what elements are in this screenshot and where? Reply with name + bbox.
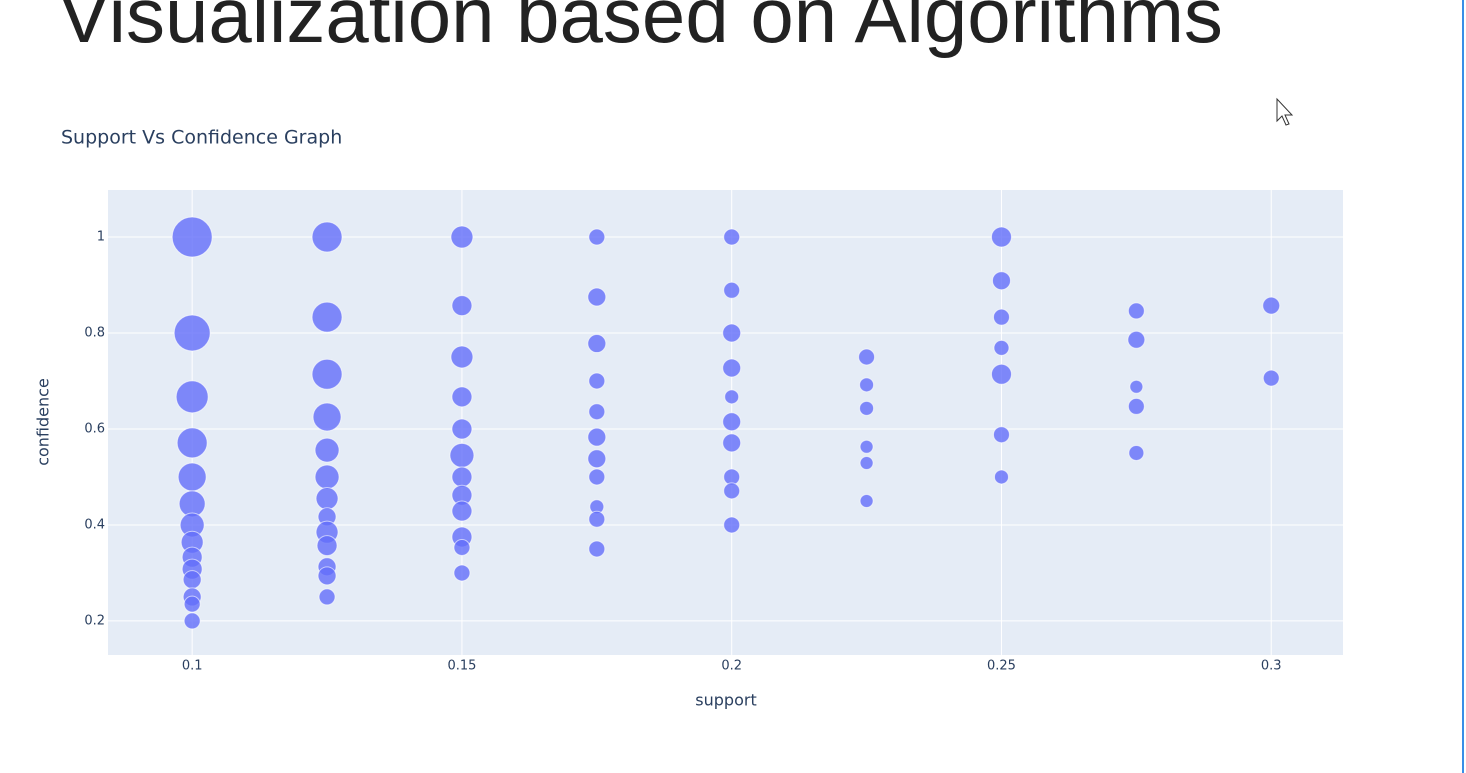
- x-tick-label: 0.25: [987, 659, 1016, 674]
- bubble: [1262, 369, 1280, 387]
- bubble: [177, 462, 207, 492]
- bubble: [453, 539, 471, 557]
- bubble: [859, 377, 875, 393]
- y-tick-label: 0.6: [84, 421, 105, 436]
- chart-title: Support Vs Confidence Graph: [61, 127, 342, 149]
- bubble: [588, 468, 606, 486]
- bubble: [451, 418, 473, 440]
- y-tick-label: 0.2: [84, 613, 105, 628]
- bubble: [453, 564, 471, 582]
- x-tick-label: 0.15: [447, 659, 476, 674]
- x-tick-label: 0.1: [182, 659, 203, 674]
- bubble: [722, 323, 742, 343]
- bubble: [724, 389, 740, 405]
- bubble: [588, 372, 606, 390]
- bubble: [859, 456, 874, 471]
- bubble: [993, 469, 1009, 485]
- bubble: [992, 426, 1010, 444]
- x-axis-label: support: [695, 691, 756, 710]
- x-tick-label: 0.2: [721, 659, 742, 674]
- bubble: [722, 433, 742, 453]
- bubble: [182, 570, 202, 590]
- scrollbar[interactable]: [1462, 0, 1464, 773]
- bubble: [1262, 296, 1281, 315]
- bubble: [723, 482, 741, 500]
- bubble: [311, 221, 343, 253]
- bubble: [587, 287, 607, 307]
- bubble: [312, 402, 342, 432]
- bubble: [318, 588, 336, 606]
- bubble: [314, 464, 340, 490]
- bubble: [1127, 330, 1146, 349]
- bubble: [1127, 397, 1145, 415]
- bubble: [451, 466, 473, 488]
- bubble: [588, 403, 606, 421]
- bubble: [723, 281, 741, 299]
- bubble: [451, 386, 473, 408]
- bubble: [722, 358, 742, 378]
- bubble: [175, 380, 209, 414]
- bubble: [859, 493, 874, 508]
- bubble: [311, 358, 343, 390]
- bubble: [449, 442, 475, 468]
- bubble: [587, 427, 607, 447]
- bubble: [588, 540, 606, 558]
- bubble: [991, 271, 1011, 291]
- y-tick-label: 0.8: [84, 326, 105, 341]
- page-heading: Visualization based on Algorithms: [58, 0, 1223, 59]
- x-tick-label: 0.3: [1261, 659, 1282, 674]
- bubble: [171, 216, 213, 258]
- bubble: [451, 500, 473, 522]
- bubble: [183, 612, 201, 630]
- bubble: [992, 308, 1010, 326]
- bubble: [316, 535, 338, 557]
- bubble: [858, 348, 876, 366]
- bubble: [317, 566, 337, 586]
- bubble: [587, 449, 607, 469]
- bubble: [722, 412, 742, 432]
- cursor: [1276, 97, 1294, 126]
- bubble: [1129, 379, 1144, 394]
- bubble: [183, 595, 201, 613]
- bubble: [859, 439, 874, 454]
- bubble: [723, 228, 741, 246]
- bubble: [587, 334, 607, 354]
- bubble: [859, 400, 875, 416]
- bubble: [173, 314, 211, 352]
- bubble: [176, 427, 208, 459]
- bubble: [990, 363, 1012, 385]
- bubble: [1128, 444, 1145, 461]
- bubble: [588, 510, 606, 528]
- y-tick-label: 0.4: [84, 517, 105, 532]
- y-axis-label: confidence: [34, 378, 53, 466]
- bubble: [311, 301, 343, 333]
- bubble: [588, 228, 606, 246]
- bubble: [314, 437, 340, 463]
- bubble: [723, 516, 741, 534]
- bubble: [451, 295, 473, 317]
- bubble: [993, 339, 1010, 356]
- bubble: [990, 226, 1012, 248]
- bubble: [450, 225, 474, 249]
- bubble: [450, 345, 474, 369]
- bubble: [315, 487, 339, 511]
- y-tick-label: 1: [97, 230, 105, 245]
- bubble: [1127, 302, 1145, 320]
